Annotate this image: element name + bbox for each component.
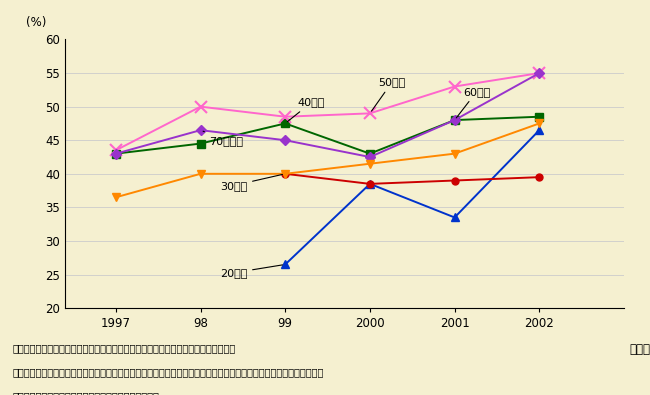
Text: ２．「あなたのご家庭では、現在の貯蓄残高は１年前と比べて増えましたか、あるいは減りましたか。」という: ２．「あなたのご家庭では、現在の貯蓄残高は１年前と比べて増えましたか、あるいは減… <box>13 367 324 377</box>
Text: (%): (%) <box>26 16 46 29</box>
Text: 問に対して、「減った」と回答した人の割合。: 問に対して、「減った」と回答した人の割合。 <box>13 391 160 395</box>
Text: 40歳代: 40歳代 <box>287 97 325 122</box>
Text: （年）: （年） <box>630 343 650 356</box>
Text: 30歳代: 30歳代 <box>220 175 283 190</box>
Text: 70歳以上: 70歳以上 <box>203 131 243 146</box>
Text: （備考）１．金融広報中央委員会「家計の金融資産に関する世論調査」により作成。: （備考）１．金融広報中央委員会「家計の金融資産に関する世論調査」により作成。 <box>13 344 236 354</box>
Text: 50歳代: 50歳代 <box>372 77 406 111</box>
Text: 60歳代: 60歳代 <box>456 87 490 118</box>
Text: 20歳代: 20歳代 <box>220 265 283 278</box>
